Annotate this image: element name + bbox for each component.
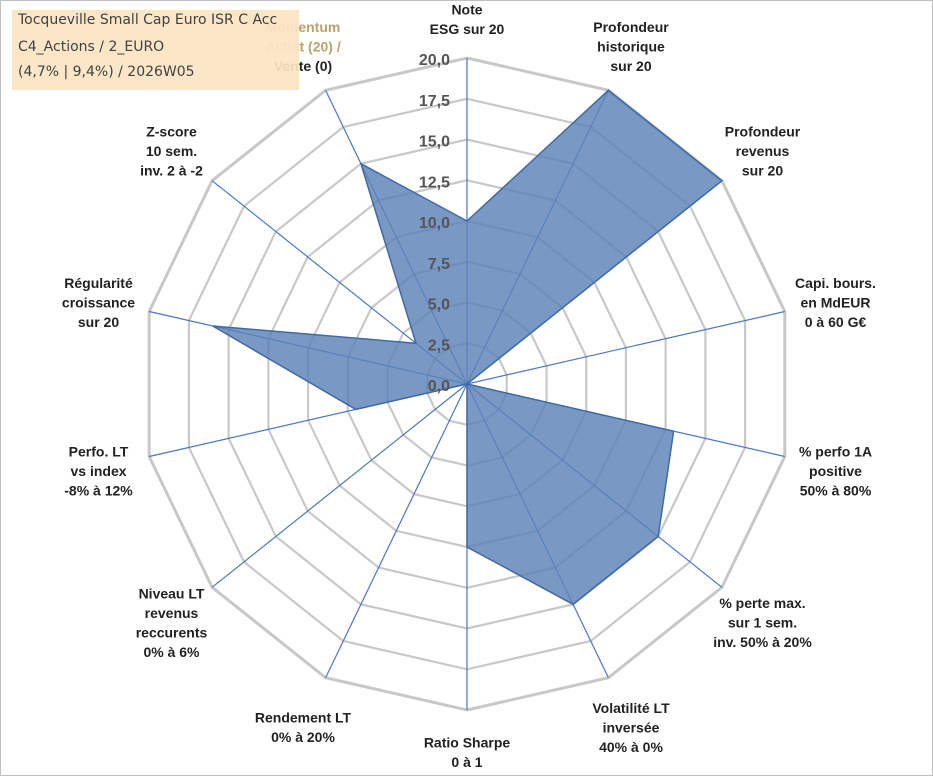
fund-category: C4_Actions / 2_EURO — [18, 39, 165, 55]
axis-label: sur 20 — [610, 58, 651, 74]
tick-label: 5,0 — [428, 297, 450, 314]
axis-label: Capi. bours. — [795, 275, 876, 291]
axis-label: positive — [809, 463, 862, 479]
axis-label: historique — [597, 38, 665, 54]
axis-label: 10 sem. — [146, 143, 197, 159]
axis-label: Régularité — [64, 275, 133, 291]
axis-label: vs index — [70, 463, 126, 479]
axis-label: 0 à 1 — [451, 754, 482, 770]
axis-label: Profondeur — [725, 124, 801, 140]
axis-label: croissance — [62, 295, 135, 311]
axis-label: revenus — [145, 605, 199, 621]
tick-label: 0,0 — [428, 378, 450, 395]
axis-spoke — [211, 383, 468, 588]
axis-label: 0% à 6% — [143, 644, 200, 660]
axis-label: Niveau LT — [139, 585, 205, 601]
axis-label: reccurents — [136, 624, 208, 640]
axis-label: sur 20 — [78, 314, 119, 330]
axis-label: Rendement LT — [255, 710, 352, 726]
axis-label: 0 à 60 G€ — [805, 314, 867, 330]
axis-label: revenus — [736, 143, 790, 159]
tick-label: 10,0 — [419, 215, 450, 232]
chart-title-box: Tocqueville Small Cap Euro ISR C Acc C4_… — [12, 10, 299, 90]
axis-label: % perfo 1A — [799, 444, 872, 460]
axis-label: Profondeur — [593, 19, 669, 35]
axis-spoke — [325, 383, 468, 678]
axis-label: 40% à 0% — [599, 739, 663, 755]
axis-label: Z-score — [146, 124, 197, 140]
axis-label: 50% à 80% — [800, 483, 872, 499]
data-series-area — [212, 89, 724, 606]
axis-label: % perte max. — [719, 595, 805, 611]
fund-name: Tocqueville Small Cap Euro ISR C Acc — [18, 12, 278, 28]
axis-label: ESG sur 20 — [430, 21, 505, 37]
axis-label: sur 20 — [742, 163, 783, 179]
tick-label: 7,5 — [428, 256, 450, 273]
axis-spoke — [466, 310, 785, 385]
axis-label: 0% à 20% — [271, 729, 335, 745]
axis-label: Ratio Sharpe — [424, 735, 511, 751]
axis-label: sur 1 sem. — [728, 615, 797, 631]
axis-label: Perfo. LT — [69, 444, 129, 460]
axis-label: en MdEUR — [801, 295, 871, 311]
tick-label: 17,5 — [419, 93, 450, 110]
axis-label: inversée — [603, 719, 660, 735]
tick-label: 15,0 — [419, 134, 450, 151]
axis-label: -8% à 12% — [64, 483, 133, 499]
axis-label: Note — [451, 2, 482, 18]
axis-label: Volatilité LT — [592, 700, 670, 716]
tick-label: 12,5 — [419, 174, 450, 191]
tick-label: 20,0 — [419, 52, 450, 69]
tick-label: 2,5 — [428, 337, 450, 354]
axis-label: inv. 50% à 20% — [713, 634, 812, 650]
fund-stats: (4,7% | 9,4%) / 2026W05 — [18, 64, 195, 80]
axis-label: inv. 2 à -2 — [140, 163, 203, 179]
radar-tick-labels: 0,0 2,5 5,0 7,5 10,0 12,5 15,0 17,5 20,0 — [419, 52, 450, 395]
radar-series — [212, 89, 724, 606]
